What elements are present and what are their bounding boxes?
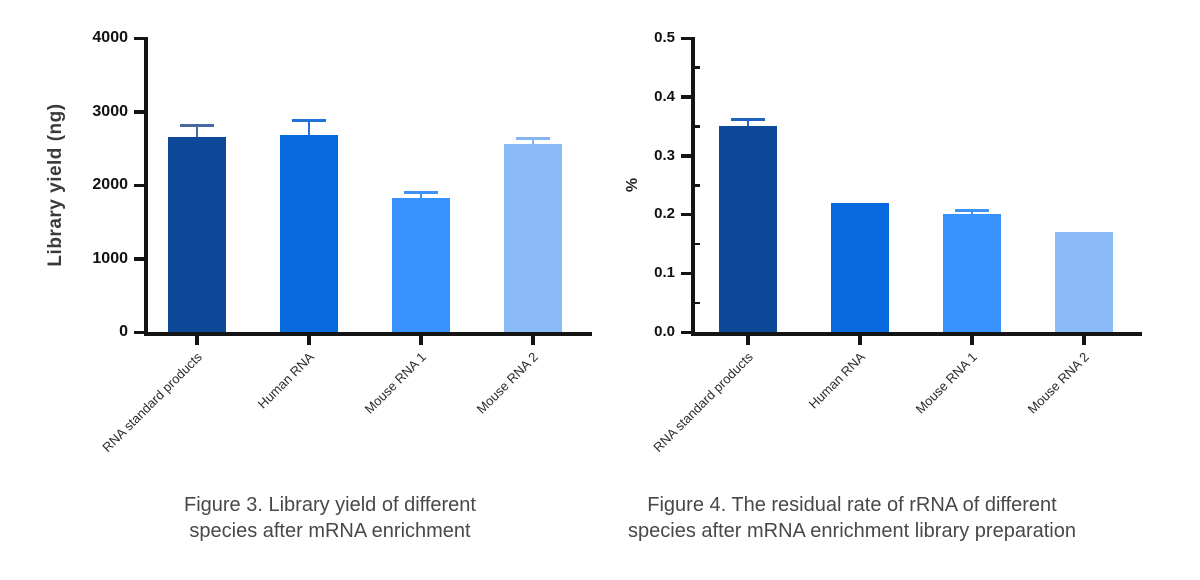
error-bar-cap <box>516 136 550 140</box>
y-minor-tick <box>694 125 700 128</box>
y-tick <box>681 36 691 40</box>
y-tick-label: 0.0 <box>654 323 675 340</box>
y-tick-label: 0.3 <box>654 146 675 164</box>
error-bar-stem <box>195 125 199 138</box>
x-tick <box>746 335 750 345</box>
x-tick <box>307 335 311 345</box>
category-label: Mouse RNA 1 <box>912 349 980 417</box>
bar <box>719 126 777 332</box>
y-minor-tick <box>694 301 700 305</box>
x-tick <box>1082 335 1086 345</box>
y-minor-tick <box>694 242 700 246</box>
y-tick <box>134 330 144 334</box>
error-bar-stem <box>531 137 535 144</box>
y-tick-label: 2000 <box>92 176 128 193</box>
y-tick-label: 0.2 <box>654 205 675 223</box>
x-tick <box>858 335 862 345</box>
y-tick-label: 0.1 <box>654 264 675 282</box>
y-tick-label: 1000 <box>92 249 128 267</box>
y-tick-label: 0.5 <box>654 29 675 46</box>
y-tick-label: 0 <box>119 323 128 340</box>
figure4-caption-line1: Figure 4. The residual rate of rRNA of d… <box>647 494 1057 516</box>
y-axis-line <box>691 37 695 336</box>
bar <box>168 137 226 332</box>
y-tick <box>134 183 144 187</box>
y-tick-label: 3000 <box>92 102 128 120</box>
y-tick <box>134 257 144 261</box>
error-bar-cap <box>180 124 214 128</box>
x-tick <box>419 335 423 345</box>
bar <box>943 214 1001 332</box>
error-bar-stem <box>307 119 311 135</box>
error-bar-cap <box>731 117 765 121</box>
y-tick <box>681 154 691 158</box>
bar <box>504 143 562 332</box>
figure3-caption-line2: species after mRNA enrichment <box>189 520 471 542</box>
x-tick <box>970 335 974 345</box>
y-axis-label: % <box>624 177 641 193</box>
figure3-caption-line1: Figure 3. Library yield of different <box>183 494 476 516</box>
category-label: Human RNA <box>805 349 868 412</box>
error-bar-cap <box>955 208 989 212</box>
x-axis-line <box>144 332 592 336</box>
y-tick <box>681 95 691 99</box>
error-bar-stem <box>746 118 750 127</box>
figure4-caption-line2: species after mRNA enrichment library pr… <box>628 520 1076 542</box>
y-tick-label: 4000 <box>92 29 128 46</box>
category-label: RNA standard products <box>650 349 756 455</box>
category-label: Mouse RNA 2 <box>1024 349 1092 417</box>
x-axis-line <box>691 332 1142 336</box>
y-tick-label: 0.4 <box>654 87 675 105</box>
y-tick <box>681 212 691 217</box>
error-bar-stem <box>419 191 423 199</box>
error-bar-cap <box>404 190 438 194</box>
error-bar-stem <box>970 209 974 215</box>
figure4-caption: Figure 4. The residual rate of rRNA of d… <box>592 492 1112 544</box>
y-tick <box>134 110 144 114</box>
x-tick <box>195 335 199 345</box>
y-axis-line <box>144 37 148 336</box>
error-bar-cap <box>292 118 326 122</box>
y-tick <box>681 271 691 276</box>
y-minor-tick <box>694 66 700 69</box>
y-tick <box>681 330 691 334</box>
x-tick <box>531 335 535 345</box>
y-tick <box>134 36 144 40</box>
y-minor-tick <box>694 184 700 187</box>
bar <box>831 202 889 332</box>
bar <box>280 135 338 332</box>
bar <box>1055 232 1113 332</box>
figure3-caption: Figure 3. Library yield of different spe… <box>70 492 590 544</box>
bar <box>392 198 450 332</box>
